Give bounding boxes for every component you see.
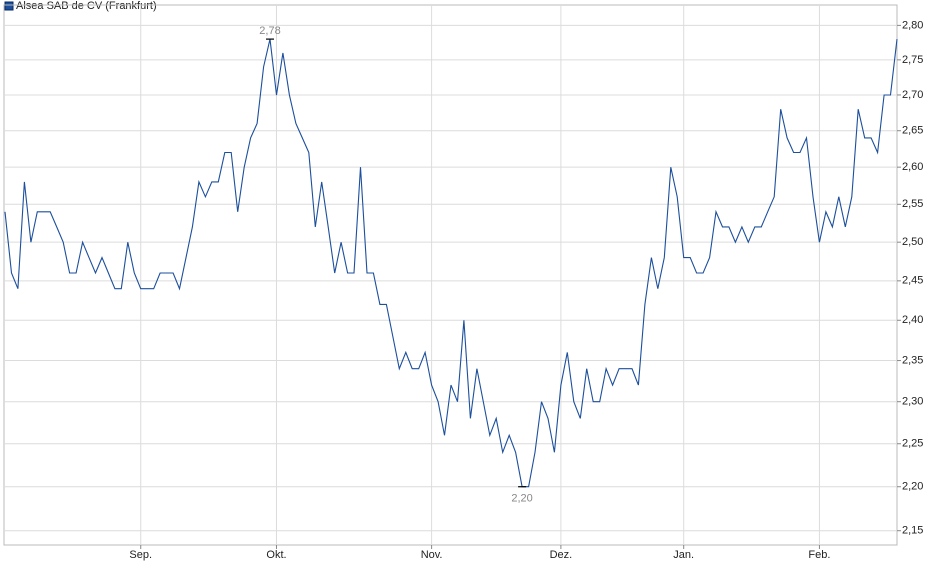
y-tick-label: 2,75 (902, 54, 923, 66)
y-tick-label: 2,25 (902, 438, 923, 450)
y-tick-label: 2,40 (902, 314, 923, 326)
x-tick-label: Dez. (550, 549, 573, 561)
plot-frame (3, 4, 898, 546)
x-tick-label: Nov. (421, 549, 443, 561)
x-tick-label: Sep. (129, 549, 152, 561)
legend-label: Alsea SAB de CV (Frankfurt) (16, 0, 157, 12)
y-tick-label: 2,20 (902, 481, 923, 493)
y-tick-label: 2,65 (902, 125, 923, 137)
x-tick-label: Feb. (808, 549, 830, 561)
y-tick-label: 2,70 (902, 89, 923, 101)
y-tick-label: 2,30 (902, 396, 923, 408)
legend-swatch (4, 1, 14, 11)
extreme-label: 2,20 (511, 493, 532, 505)
y-tick-label: 2,35 (902, 354, 923, 366)
extreme-label: 2,78 (259, 25, 280, 37)
y-tick-label: 2,50 (902, 236, 923, 248)
y-tick-label: 2,45 (902, 275, 923, 287)
y-tick-label: 2,55 (902, 198, 923, 210)
x-tick-label: Okt. (266, 549, 286, 561)
y-tick-label: 2,60 (902, 161, 923, 173)
y-tick-label: 2,80 (902, 19, 923, 31)
y-tick-label: 2,15 (902, 525, 923, 537)
price-line (4, 38, 898, 488)
x-tick-label: Jan. (673, 549, 694, 561)
